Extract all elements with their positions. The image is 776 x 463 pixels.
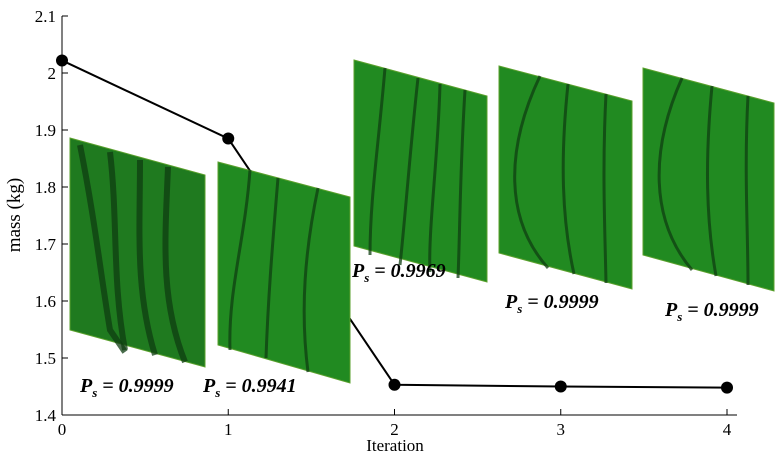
- panel-images: [70, 60, 774, 383]
- y-tick-label: 1.4: [35, 406, 57, 425]
- annotation-text: = 0.9999: [527, 291, 598, 313]
- annotation: Ps = 0.9999: [664, 299, 759, 324]
- annotation-subscript: s: [214, 385, 220, 400]
- marker: [389, 379, 401, 391]
- x-tick-label: 1: [224, 420, 233, 439]
- panel: [354, 60, 487, 282]
- annotation-symbol: P: [664, 299, 678, 321]
- annotation-subscript: s: [676, 309, 682, 324]
- y-tick-label: 2: [48, 64, 57, 83]
- y-tick-label: 1.8: [35, 178, 56, 197]
- annotation: Ps = 0.9999: [79, 375, 174, 400]
- panel: [643, 68, 774, 291]
- y-axis-label: mass (kg): [4, 178, 25, 252]
- y-tick-label: 1.5: [35, 349, 56, 368]
- panel: [499, 66, 632, 289]
- marker: [555, 381, 567, 393]
- annotation-subscript: s: [363, 270, 369, 285]
- annotation-subscript: s: [91, 385, 97, 400]
- marker: [56, 54, 68, 66]
- annotation: Ps = 0.9941: [202, 375, 297, 400]
- annotation: Ps = 0.9969: [351, 260, 446, 285]
- x-tick-label: 0: [58, 420, 67, 439]
- y-tick-label: 2.1: [35, 7, 56, 26]
- annotation-text: = 0.9969: [374, 260, 445, 282]
- x-axis-label: Iteration: [366, 436, 424, 455]
- annotation-text: = 0.9999: [687, 299, 758, 321]
- y-tick-label: 1.9: [35, 121, 56, 140]
- chart: 1.41.51.61.71.81.922.101234: [0, 0, 776, 463]
- annotation-symbol: P: [202, 375, 216, 397]
- annotation-symbol: P: [79, 375, 93, 397]
- annotation-symbol: P: [351, 260, 365, 282]
- annotation-subscript: s: [516, 301, 522, 316]
- marker: [721, 382, 733, 394]
- annotation-symbol: P: [504, 291, 518, 313]
- panel: [70, 138, 205, 367]
- annotation-text: = 0.9941: [225, 375, 296, 397]
- y-tick-label: 1.7: [35, 235, 57, 254]
- annotation: Ps = 0.9999: [504, 291, 599, 316]
- y-tick-label: 1.6: [35, 292, 56, 311]
- annotation-text: = 0.9999: [102, 375, 173, 397]
- marker: [222, 133, 234, 145]
- x-tick-label: 4: [723, 420, 732, 439]
- panel: [218, 162, 350, 383]
- x-tick-label: 3: [557, 420, 566, 439]
